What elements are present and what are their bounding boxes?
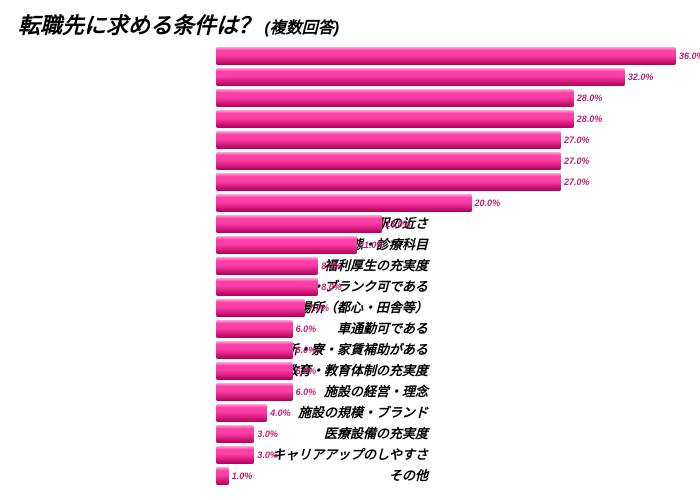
bar [216,89,574,107]
value-label: 3.0% [257,425,278,443]
bar-row: キャリアアップのしやすさ3.0% [216,445,690,465]
value-label: 8.0% [321,257,342,275]
value-label: 4.0% [270,404,291,422]
bar-row: 勤務地の最寄り駅の近さ13.0% [216,214,690,234]
bar [216,47,676,65]
bar-row: その他1.0% [216,466,690,486]
bar-track: 36.0% [216,47,676,65]
bar-track: 28.0% [216,89,676,107]
bar [216,446,254,464]
bar-row: 医療設備の充実度3.0% [216,424,690,444]
bar-row: 車通勤可である6.0% [216,319,690,339]
value-label: 6.0% [296,320,317,338]
value-label: 6.0% [296,383,317,401]
bar [216,404,267,422]
value-label: 13.0% [385,215,411,233]
bar [216,110,574,128]
bar [216,320,293,338]
bar-track: 27.0% [216,173,676,191]
value-label: 6.0% [296,362,317,380]
bar-track: 4.0% [216,404,676,422]
bar-row: 有給取得率の高さ20.0% [216,193,690,213]
bar [216,299,305,317]
bar [216,173,561,191]
value-label: 28.0% [577,110,603,128]
bar [216,236,357,254]
bar-track: 8.0% [216,278,676,296]
bar-track: 8.0% [216,257,676,275]
bar-track: 20.0% [216,194,676,212]
bar [216,257,318,275]
bar [216,278,318,296]
bar-row: 勤務体制（日勤・夜勤等）36.0% [216,46,690,66]
value-label: 28.0% [577,89,603,107]
bar-track: 1.0% [216,467,676,485]
bar [216,152,561,170]
bar-track: 32.0% [216,68,676,86]
value-label: 27.0% [564,131,590,149]
bar [216,68,625,86]
bar-track: 27.0% [216,131,676,149]
value-label: 32.0% [628,68,654,86]
value-label: 36.0% [679,47,700,65]
chart-title: 転職先に求める条件は？ [18,13,260,38]
bar [216,341,293,359]
bar-row: 休日の多さ28.0% [216,88,690,108]
bar-track: 11.0% [216,236,676,254]
bar-row: 残業の少なさ27.0% [216,172,690,192]
bar-row: 施設の場所（都心・田舎等）7.0% [216,298,690,318]
value-label: 1.0% [232,467,253,485]
bar-row: 施設の規模・ブランド4.0% [216,403,690,423]
value-label: 20.0% [475,194,501,212]
bar-track: 6.0% [216,320,676,338]
value-label: 27.0% [564,152,590,170]
bar-track: 3.0% [216,446,676,464]
bar-row: 給与・ボーナスの多さ28.0% [216,109,690,129]
bar-row: 福利厚生の充実度8.0% [216,256,690,276]
bar-row: 教育・教育体制の充実度6.0% [216,361,690,381]
chart-title-block: 転職先に求める条件は？ (複数回答) [0,0,700,46]
bar [216,383,293,401]
bar-row: 勤務地の近さ27.0% [216,151,690,171]
value-label: 3.0% [257,446,278,464]
value-label: 7.0% [308,299,329,317]
bar [216,215,382,233]
bar-track: 7.0% [216,299,676,317]
bar-chart: 勤務体制（日勤・夜勤等）36.0%人間関係の良さ32.0%休日の多さ28.0%給… [0,46,700,486]
bar [216,194,472,212]
bar-row: 施設の形態・診療科目11.0% [216,235,690,255]
bar [216,131,561,149]
bar-track: 27.0% [216,152,676,170]
bar-row: 施設の経営・理念6.0% [216,382,690,402]
bar-track: 3.0% [216,425,676,443]
bar-row: 職場の雰囲気・清潔さ27.0% [216,130,690,150]
value-label: 11.0% [360,236,385,254]
value-label: 27.0% [564,173,590,191]
bar-row: 人間関係の良さ32.0% [216,67,690,87]
value-label: 6.0% [296,341,317,359]
bar [216,467,229,485]
bar [216,362,293,380]
bar-row: 託児所・寮・家賃補助がある6.0% [216,340,690,360]
bar [216,425,254,443]
bar-track: 13.0% [216,215,676,233]
bar-track: 6.0% [216,383,676,401]
value-label: 8.0% [321,278,342,296]
bar-track: 6.0% [216,341,676,359]
chart-subtitle: (複数回答) [264,20,339,37]
bar-track: 28.0% [216,110,676,128]
bar-row: 未経験・ブランク可である8.0% [216,277,690,297]
bar-track: 6.0% [216,362,676,380]
